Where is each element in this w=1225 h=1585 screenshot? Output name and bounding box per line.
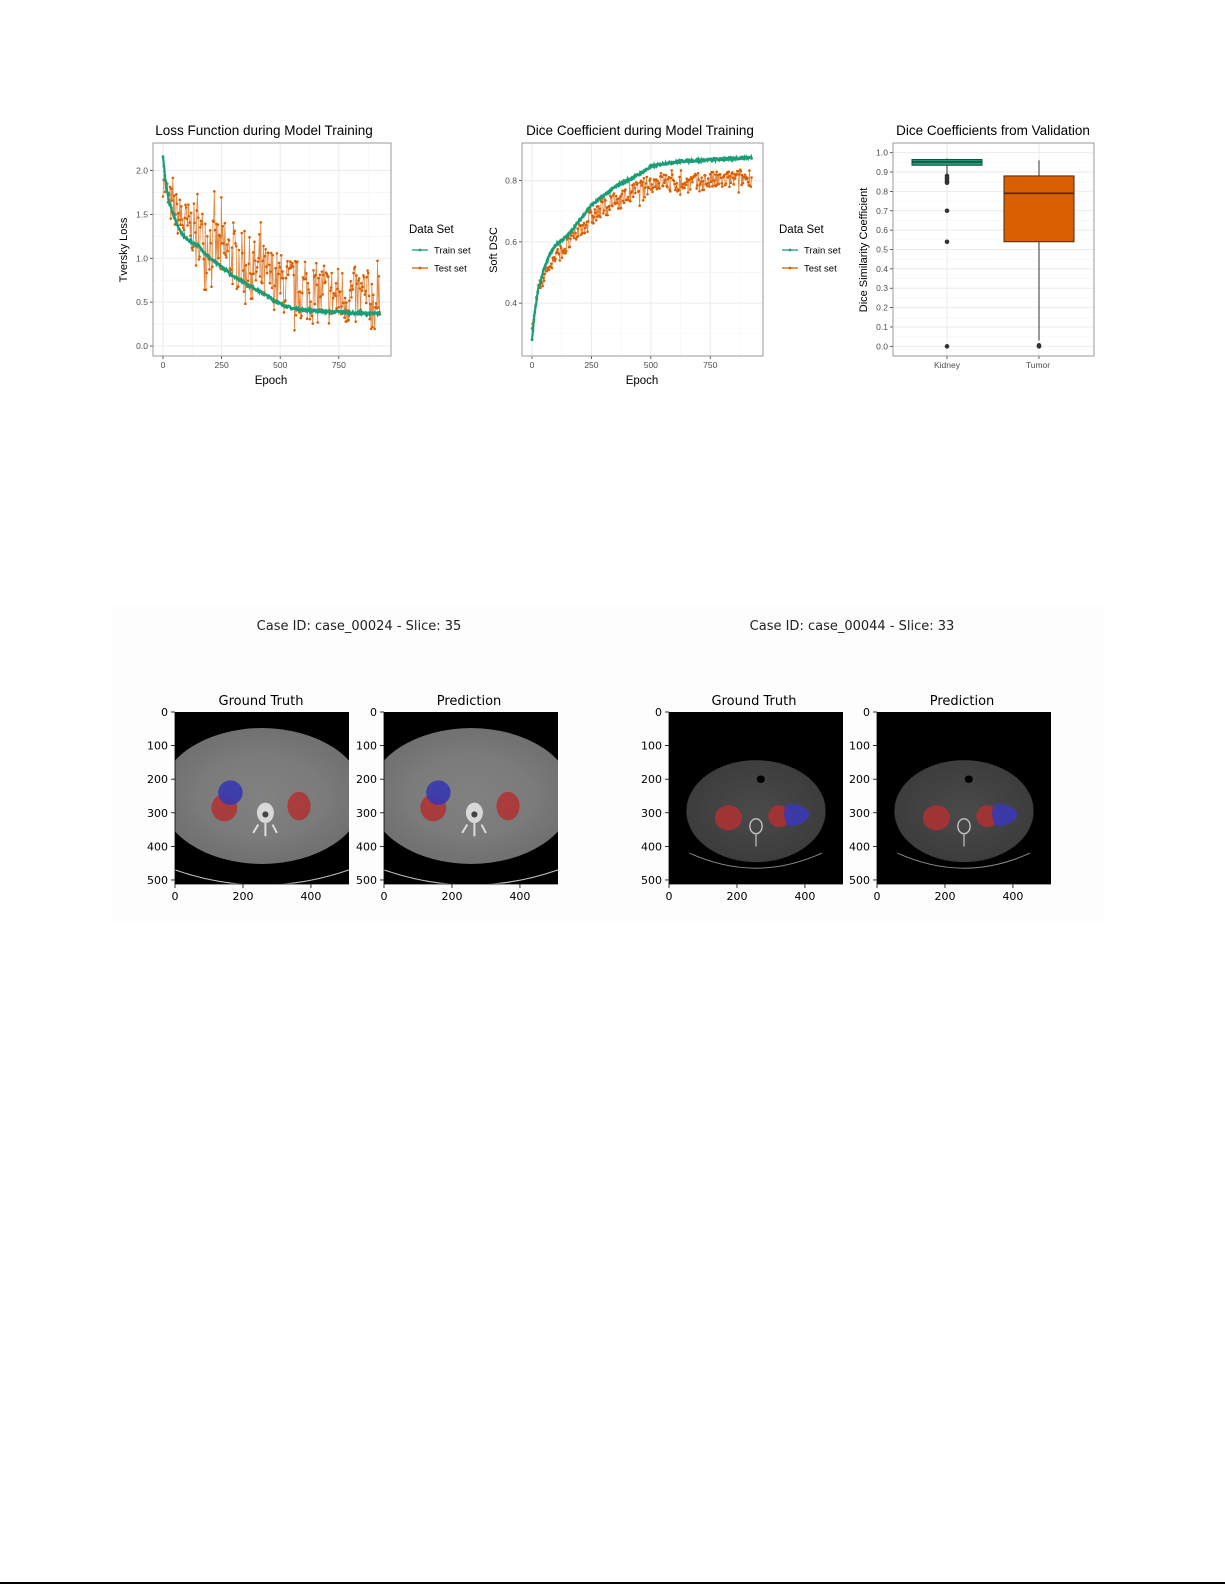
case-44-gt-title: Ground Truth: [712, 694, 797, 709]
svg-text:400: 400: [147, 840, 168, 853]
case-44-figure: Case ID: case_00044 - Slice: 33 Ground T…: [641, 619, 1051, 903]
loss-chart-legend: Data Set Train set Test set: [409, 224, 471, 275]
dice-chart-xlabel: Epoch: [626, 375, 659, 387]
svg-text:200: 200: [147, 773, 168, 786]
svg-text:750: 750: [703, 360, 717, 370]
legend-test-label: Test set: [804, 264, 837, 275]
svg-text:200: 200: [726, 890, 747, 903]
svg-text:0: 0: [161, 360, 166, 370]
case-44-ground-truth-image: 0 100 200 300 400 500 0 200 400: [641, 706, 843, 903]
svg-text:0.4: 0.4: [505, 298, 517, 308]
svg-text:0: 0: [161, 706, 168, 719]
svg-text:0.5: 0.5: [136, 297, 148, 307]
svg-text:0: 0: [874, 890, 881, 903]
loss-chart-xlabel: Epoch: [255, 375, 288, 387]
svg-text:0: 0: [655, 706, 662, 719]
svg-text:1.5: 1.5: [136, 209, 148, 219]
svg-text:250: 250: [584, 360, 598, 370]
svg-text:400: 400: [641, 840, 662, 853]
svg-text:200: 200: [356, 773, 377, 786]
case-24-prediction-image: 0 100 200 300 400 500 0 200 400: [356, 706, 558, 903]
svg-text:200: 200: [232, 890, 253, 903]
svg-text:500: 500: [641, 874, 662, 887]
dice-training-chart: Dice Coefficient during Model Training 0…: [488, 123, 841, 387]
boxplot-category-tumor: Tumor: [1026, 360, 1050, 370]
legend-train-label: Train set: [434, 246, 471, 257]
case-24-figure: Case ID: case_00024 - Slice: 35 Ground T…: [147, 619, 558, 903]
svg-text:100: 100: [849, 740, 870, 753]
svg-text:0.0: 0.0: [876, 341, 888, 351]
svg-text:0.9: 0.9: [876, 167, 888, 177]
svg-text:100: 100: [641, 740, 662, 753]
svg-text:500: 500: [356, 874, 377, 887]
svg-text:400: 400: [849, 840, 870, 853]
svg-text:500: 500: [147, 874, 168, 887]
svg-text:0: 0: [370, 706, 377, 719]
svg-text:0.5: 0.5: [876, 245, 888, 255]
svg-text:250: 250: [215, 360, 229, 370]
validation-boxplot: Dice Coefficients from Validation 0.0 0.1…: [858, 123, 1095, 370]
svg-text:0.7: 0.7: [876, 206, 888, 216]
loss-chart-title: Loss Function during Model Training: [155, 123, 373, 138]
boxplot-ylabel: Dice Similarity Coefficient: [858, 188, 870, 313]
svg-text:0: 0: [530, 360, 535, 370]
legend-train-label: Train set: [804, 246, 841, 257]
svg-text:400: 400: [509, 890, 530, 903]
legend-test-label: Test set: [434, 264, 467, 275]
svg-text:500: 500: [849, 874, 870, 887]
dice-chart-title: Dice Coefficient during Model Training: [526, 123, 754, 138]
svg-text:0.4: 0.4: [876, 264, 888, 274]
svg-text:0: 0: [666, 890, 673, 903]
svg-text:0.2: 0.2: [876, 303, 888, 313]
svg-text:100: 100: [147, 740, 168, 753]
svg-text:0.8: 0.8: [505, 176, 517, 186]
case-44-prediction-image: 0 100 200 300 400 500 0 200 400: [849, 706, 1051, 903]
svg-text:300: 300: [849, 807, 870, 820]
svg-text:200: 200: [849, 773, 870, 786]
dice-chart-legend: Data Set Train set Test set: [779, 224, 841, 275]
case-44-title: Case ID: case_00044 - Slice: 33: [750, 619, 955, 634]
svg-text:400: 400: [300, 890, 321, 903]
case-44-pred-title: Prediction: [930, 694, 995, 709]
training-charts-figure: Loss Function during Model Training 0 250…: [118, 123, 1095, 387]
svg-text:750: 750: [332, 360, 346, 370]
svg-text:0.8: 0.8: [876, 186, 888, 196]
legend-title: Data Set: [409, 224, 455, 236]
svg-text:0: 0: [381, 890, 388, 903]
svg-text:300: 300: [641, 807, 662, 820]
case-24-ground-truth-image: 0 100 200 300 400 500 0 200 400: [147, 706, 349, 903]
svg-text:500: 500: [273, 360, 287, 370]
svg-text:0: 0: [863, 706, 870, 719]
svg-text:0.6: 0.6: [876, 225, 888, 235]
legend-title: Data Set: [779, 224, 825, 236]
boxplot-title: Dice Coefficients from Validation: [896, 123, 1090, 138]
svg-text:400: 400: [794, 890, 815, 903]
svg-text:500: 500: [644, 360, 658, 370]
case-24-title: Case ID: case_00024 - Slice: 35: [257, 619, 462, 634]
svg-text:0.0: 0.0: [136, 341, 148, 351]
svg-text:400: 400: [1002, 890, 1023, 903]
svg-text:200: 200: [934, 890, 955, 903]
svg-text:300: 300: [356, 807, 377, 820]
svg-text:200: 200: [441, 890, 462, 903]
svg-text:1.0: 1.0: [136, 253, 148, 263]
svg-text:100: 100: [356, 740, 377, 753]
segmentation-figure: Case ID: case_00024 - Slice: 35 Ground T…: [147, 619, 1051, 903]
dice-chart-ylabel: Soft DSC: [488, 227, 500, 273]
case-24-pred-title: Prediction: [437, 694, 502, 709]
loss-chart: Loss Function during Model Training 0 250…: [118, 123, 471, 387]
svg-text:1.0: 1.0: [876, 148, 888, 158]
svg-text:2.0: 2.0: [136, 166, 148, 176]
svg-text:300: 300: [147, 807, 168, 820]
loss-chart-ylabel: Tversky Loss: [118, 217, 130, 282]
svg-text:0.1: 0.1: [876, 322, 888, 332]
boxplot-category-kidney: Kidney: [934, 360, 961, 370]
svg-text:0.6: 0.6: [505, 237, 517, 247]
svg-text:400: 400: [356, 840, 377, 853]
svg-text:0.3: 0.3: [876, 283, 888, 293]
case-24-gt-title: Ground Truth: [219, 694, 304, 709]
page-bottom-rule: [0, 1582, 1225, 1584]
svg-text:200: 200: [641, 773, 662, 786]
svg-text:0: 0: [172, 890, 179, 903]
